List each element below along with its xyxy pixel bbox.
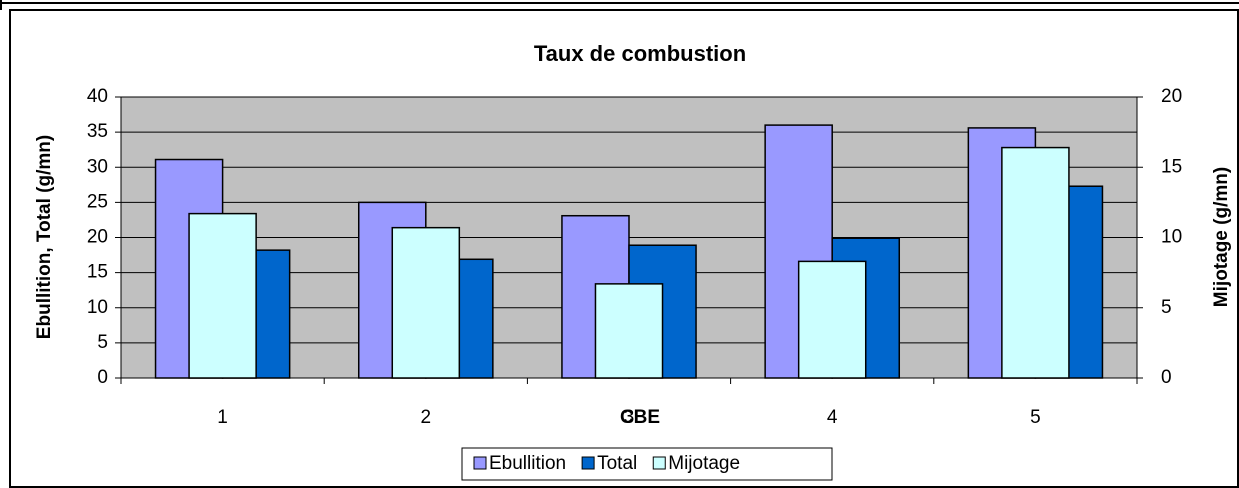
y-tick-label: 40 (87, 86, 108, 107)
y2-tick-label: 15 (1161, 156, 1182, 177)
y2-axis-title: Mijotage (g/mn) (1211, 167, 1232, 307)
legend-swatch (581, 456, 595, 470)
y2-tick-label: 10 (1161, 227, 1182, 248)
y-tick-label: 35 (87, 121, 108, 142)
bar (188, 212, 257, 379)
y-tick-label: 15 (87, 262, 108, 283)
y2-tick-label: 20 (1161, 86, 1182, 107)
x-axis-title: CBE (620, 407, 660, 428)
y2-tick-label: 0 (1161, 367, 1172, 388)
x-tick-label: 3 (624, 407, 635, 428)
legend-swatch (473, 456, 487, 470)
chart-title: Taux de combustion (534, 41, 746, 66)
x-tick-label: 5 (1030, 407, 1041, 428)
bar (797, 260, 867, 379)
bar (594, 283, 664, 379)
bar (1001, 146, 1070, 379)
y-axis-title: Ebullition, Total (g/mn) (34, 135, 55, 339)
y-tick-label: 5 (97, 332, 108, 353)
legend-box (461, 447, 833, 481)
x-tick-label: 4 (827, 407, 838, 428)
y-tick-label: 0 (97, 367, 108, 388)
y-tick-label: 20 (87, 227, 108, 248)
y2-tick-label: 5 (1161, 297, 1172, 318)
y-tick-label: 25 (87, 191, 108, 212)
y-tick-label: 30 (87, 156, 108, 177)
legend-label: Total (597, 453, 637, 474)
bar (391, 226, 461, 379)
x-tick-label: 2 (421, 407, 432, 428)
legend-swatch (652, 456, 666, 470)
legend-label: Ebullition (489, 453, 566, 474)
y-tick-label: 10 (87, 297, 108, 318)
x-tick-label: 1 (217, 407, 228, 428)
legend-label: Mijotage (668, 453, 740, 474)
